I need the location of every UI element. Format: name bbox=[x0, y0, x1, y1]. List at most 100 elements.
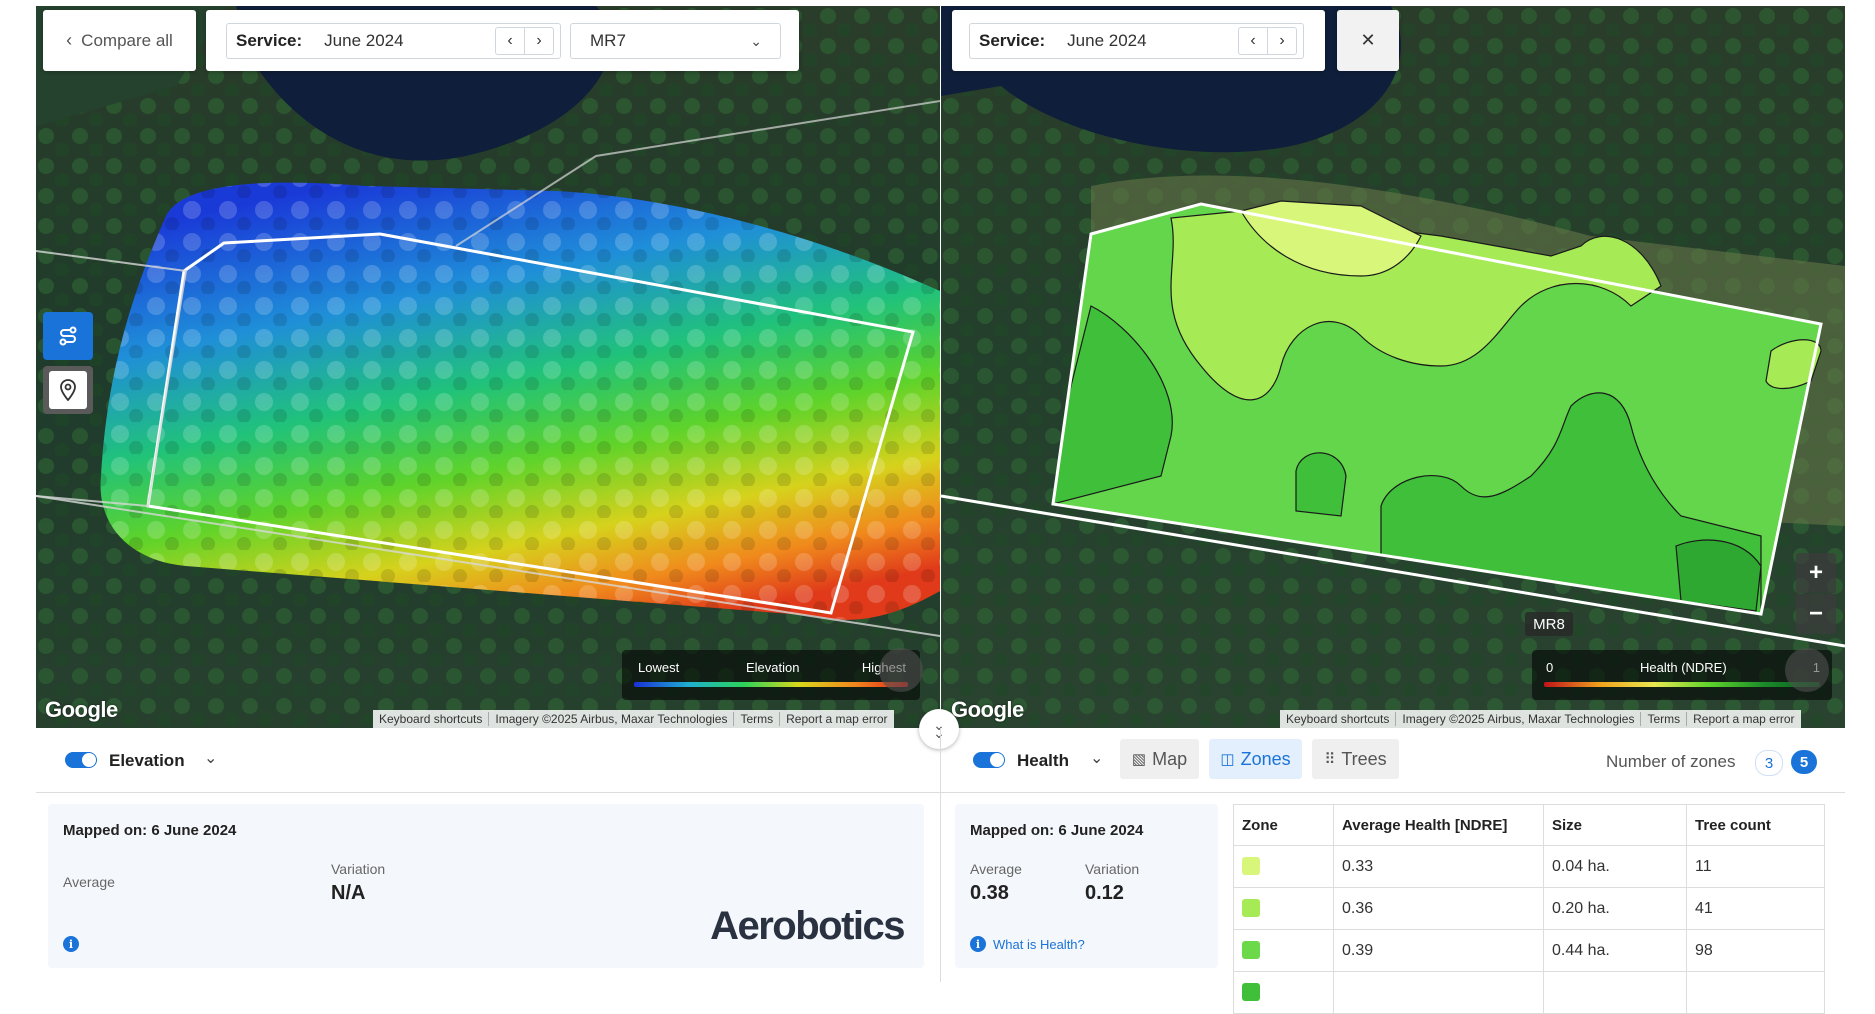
zoom-out-button[interactable]: − bbox=[1796, 594, 1836, 634]
elevation-gradient-bar bbox=[634, 682, 908, 687]
zone-color-swatch bbox=[1242, 941, 1260, 960]
right-service-selector[interactable]: Service: June 2024 ‹ › bbox=[969, 23, 1304, 59]
health-layer-toggle[interactable] bbox=[973, 752, 1005, 768]
zones-icon: ◫ bbox=[1220, 751, 1235, 768]
right-map-attribution: Keyboard shortcuts Imagery ©2025 Airbus,… bbox=[1280, 710, 1801, 728]
health-layer-label: Health bbox=[1017, 751, 1069, 770]
right-service-bar: Service: June 2024 ‹ › bbox=[952, 10, 1325, 71]
divider-vertical bbox=[940, 728, 941, 982]
zone-size: 0.20 ha. bbox=[1543, 887, 1687, 930]
keyboard-shortcuts-link[interactable]: Keyboard shortcuts bbox=[1286, 712, 1390, 726]
table-row[interactable]: 0.36 0.20 ha. 41 bbox=[1233, 887, 1825, 930]
prev-service-icon[interactable]: ‹ bbox=[1250, 32, 1256, 49]
health-zones-map-image bbox=[941, 6, 1845, 728]
prev-service-icon[interactable]: ‹ bbox=[507, 32, 513, 49]
tab-zones-label: Zones bbox=[1240, 748, 1291, 769]
col-zone: Zone bbox=[1233, 804, 1334, 846]
legend-low: Lowest bbox=[638, 660, 680, 675]
zone-health: 0.39 bbox=[1333, 929, 1544, 972]
terms-link[interactable]: Terms bbox=[1640, 712, 1686, 726]
service-nav: ‹ › bbox=[495, 27, 554, 55]
col-tree-count: Tree count bbox=[1686, 804, 1825, 846]
number-of-zones-label: Number of zones bbox=[1606, 752, 1736, 771]
report-error-link[interactable]: Report a map error bbox=[779, 712, 893, 726]
elevation-legend: Lowest Elevation Highest bbox=[622, 650, 920, 700]
health-summary-panel: Mapped on: 6 June 2024 Average 0.38 Vari… bbox=[955, 804, 1218, 968]
collapse-panel-button[interactable]: ⌄ ⌄ bbox=[919, 709, 959, 749]
elevation-layer-toggle[interactable] bbox=[65, 752, 97, 768]
compare-all-label: Compare all bbox=[81, 30, 173, 50]
col-average-health: Average Health [NDRE] bbox=[1333, 804, 1544, 846]
table-header-row: Zone Average Health [NDRE] Size Tree cou… bbox=[1233, 804, 1825, 846]
what-is-health-link[interactable]: What is Health? bbox=[993, 937, 1085, 952]
variation-label: Variation bbox=[331, 861, 386, 877]
imagery-credit: Imagery ©2025 Airbus, Maxar Technologies bbox=[1395, 712, 1640, 726]
zone-health: 0.36 bbox=[1333, 887, 1544, 930]
close-icon: ✕ bbox=[1360, 30, 1376, 50]
right-map[interactable] bbox=[941, 6, 1845, 728]
left-map-attribution: Keyboard shortcuts Imagery ©2025 Airbus,… bbox=[373, 710, 894, 728]
variation-value: N/A bbox=[331, 882, 366, 904]
chevron-left-icon: ‹ bbox=[66, 30, 73, 50]
average-value: 0.38 bbox=[970, 882, 1009, 904]
health-gradient-bar bbox=[1544, 682, 1820, 687]
left-fullscreen-button[interactable] bbox=[879, 648, 923, 692]
imagery-credit: Imagery ©2025 Airbus, Maxar Technologies bbox=[488, 712, 733, 726]
zone-size: 0.04 ha. bbox=[1543, 845, 1687, 888]
map-icon: ▧ bbox=[1131, 751, 1147, 768]
terms-link[interactable]: Terms bbox=[733, 712, 779, 726]
left-service-bar: Service: June 2024 ‹ › MR7 ⌄ bbox=[206, 10, 799, 71]
next-service-icon[interactable]: › bbox=[524, 28, 553, 54]
report-error-link[interactable]: Report a map error bbox=[1686, 712, 1800, 726]
left-service-selector[interactable]: Service: June 2024 ‹ › bbox=[226, 23, 561, 59]
info-icon[interactable]: i bbox=[63, 936, 79, 952]
zone-color-swatch bbox=[1242, 983, 1260, 1002]
trees-grid-icon: ⠿ bbox=[1324, 751, 1336, 768]
service-value: June 2024 bbox=[324, 31, 404, 50]
tab-trees[interactable]: ⠿ Trees bbox=[1312, 739, 1399, 779]
table-row[interactable]: 0.39 0.44 ha. 98 bbox=[1233, 929, 1825, 972]
location-pin-icon bbox=[60, 379, 76, 401]
tab-trees-label: Trees bbox=[1341, 748, 1387, 769]
average-label: Average bbox=[970, 861, 1022, 877]
col-size: Size bbox=[1543, 804, 1687, 846]
close-compare-button[interactable]: ✕ bbox=[1337, 10, 1399, 71]
pin-tool-button[interactable] bbox=[43, 366, 93, 414]
plus-icon: + bbox=[1808, 559, 1823, 586]
route-icon bbox=[59, 326, 77, 346]
keyboard-shortcuts-link[interactable]: Keyboard shortcuts bbox=[379, 712, 483, 726]
zone-tree-count: 41 bbox=[1686, 887, 1825, 930]
zoom-in-button[interactable]: + bbox=[1796, 553, 1836, 593]
tab-map[interactable]: ▧ Map bbox=[1120, 739, 1199, 779]
right-fullscreen-button[interactable] bbox=[1785, 648, 1829, 692]
route-tool-button[interactable] bbox=[43, 312, 93, 360]
info-icon[interactable]: i bbox=[970, 936, 986, 952]
legend-title: Health (NDRE) bbox=[1640, 660, 1727, 675]
average-label: Average bbox=[63, 874, 115, 890]
elevation-layer-label: Elevation bbox=[109, 751, 185, 770]
layer-dropdown-icon[interactable]: ⌄ bbox=[204, 750, 218, 767]
tab-zones[interactable]: ◫ Zones bbox=[1209, 739, 1302, 779]
table-row[interactable]: 0.33 0.04 ha. 11 bbox=[1233, 845, 1825, 888]
block-select[interactable]: MR7 ⌄ bbox=[570, 23, 781, 59]
zone-count-option-5[interactable]: 5 bbox=[1791, 750, 1817, 774]
divider-horizontal bbox=[36, 792, 1845, 793]
google-logo: Google bbox=[951, 697, 1024, 722]
zone-count-option-3[interactable]: 3 bbox=[1755, 750, 1783, 776]
variation-label: Variation bbox=[1085, 861, 1140, 877]
table-row[interactable] bbox=[1233, 971, 1825, 1014]
layer-dropdown-icon[interactable]: ⌄ bbox=[1090, 750, 1104, 767]
next-service-icon[interactable]: › bbox=[1267, 28, 1296, 54]
service-label: Service: bbox=[236, 31, 303, 50]
chevron-down-icon: ⌄ bbox=[750, 32, 762, 49]
zone-tree-count: 98 bbox=[1686, 929, 1825, 972]
elevation-map-image bbox=[36, 6, 940, 728]
mapped-on-date: Mapped on: 6 June 2024 bbox=[63, 822, 237, 839]
compare-all-button[interactable]: ‹ Compare all bbox=[43, 10, 196, 71]
block-select-value: MR7 bbox=[590, 31, 626, 50]
left-map[interactable] bbox=[36, 6, 940, 728]
service-value: June 2024 bbox=[1067, 31, 1147, 50]
block-label-mr8: MR8 bbox=[1525, 612, 1573, 636]
legend-title: Elevation bbox=[746, 660, 800, 675]
variation-value: 0.12 bbox=[1085, 882, 1124, 904]
